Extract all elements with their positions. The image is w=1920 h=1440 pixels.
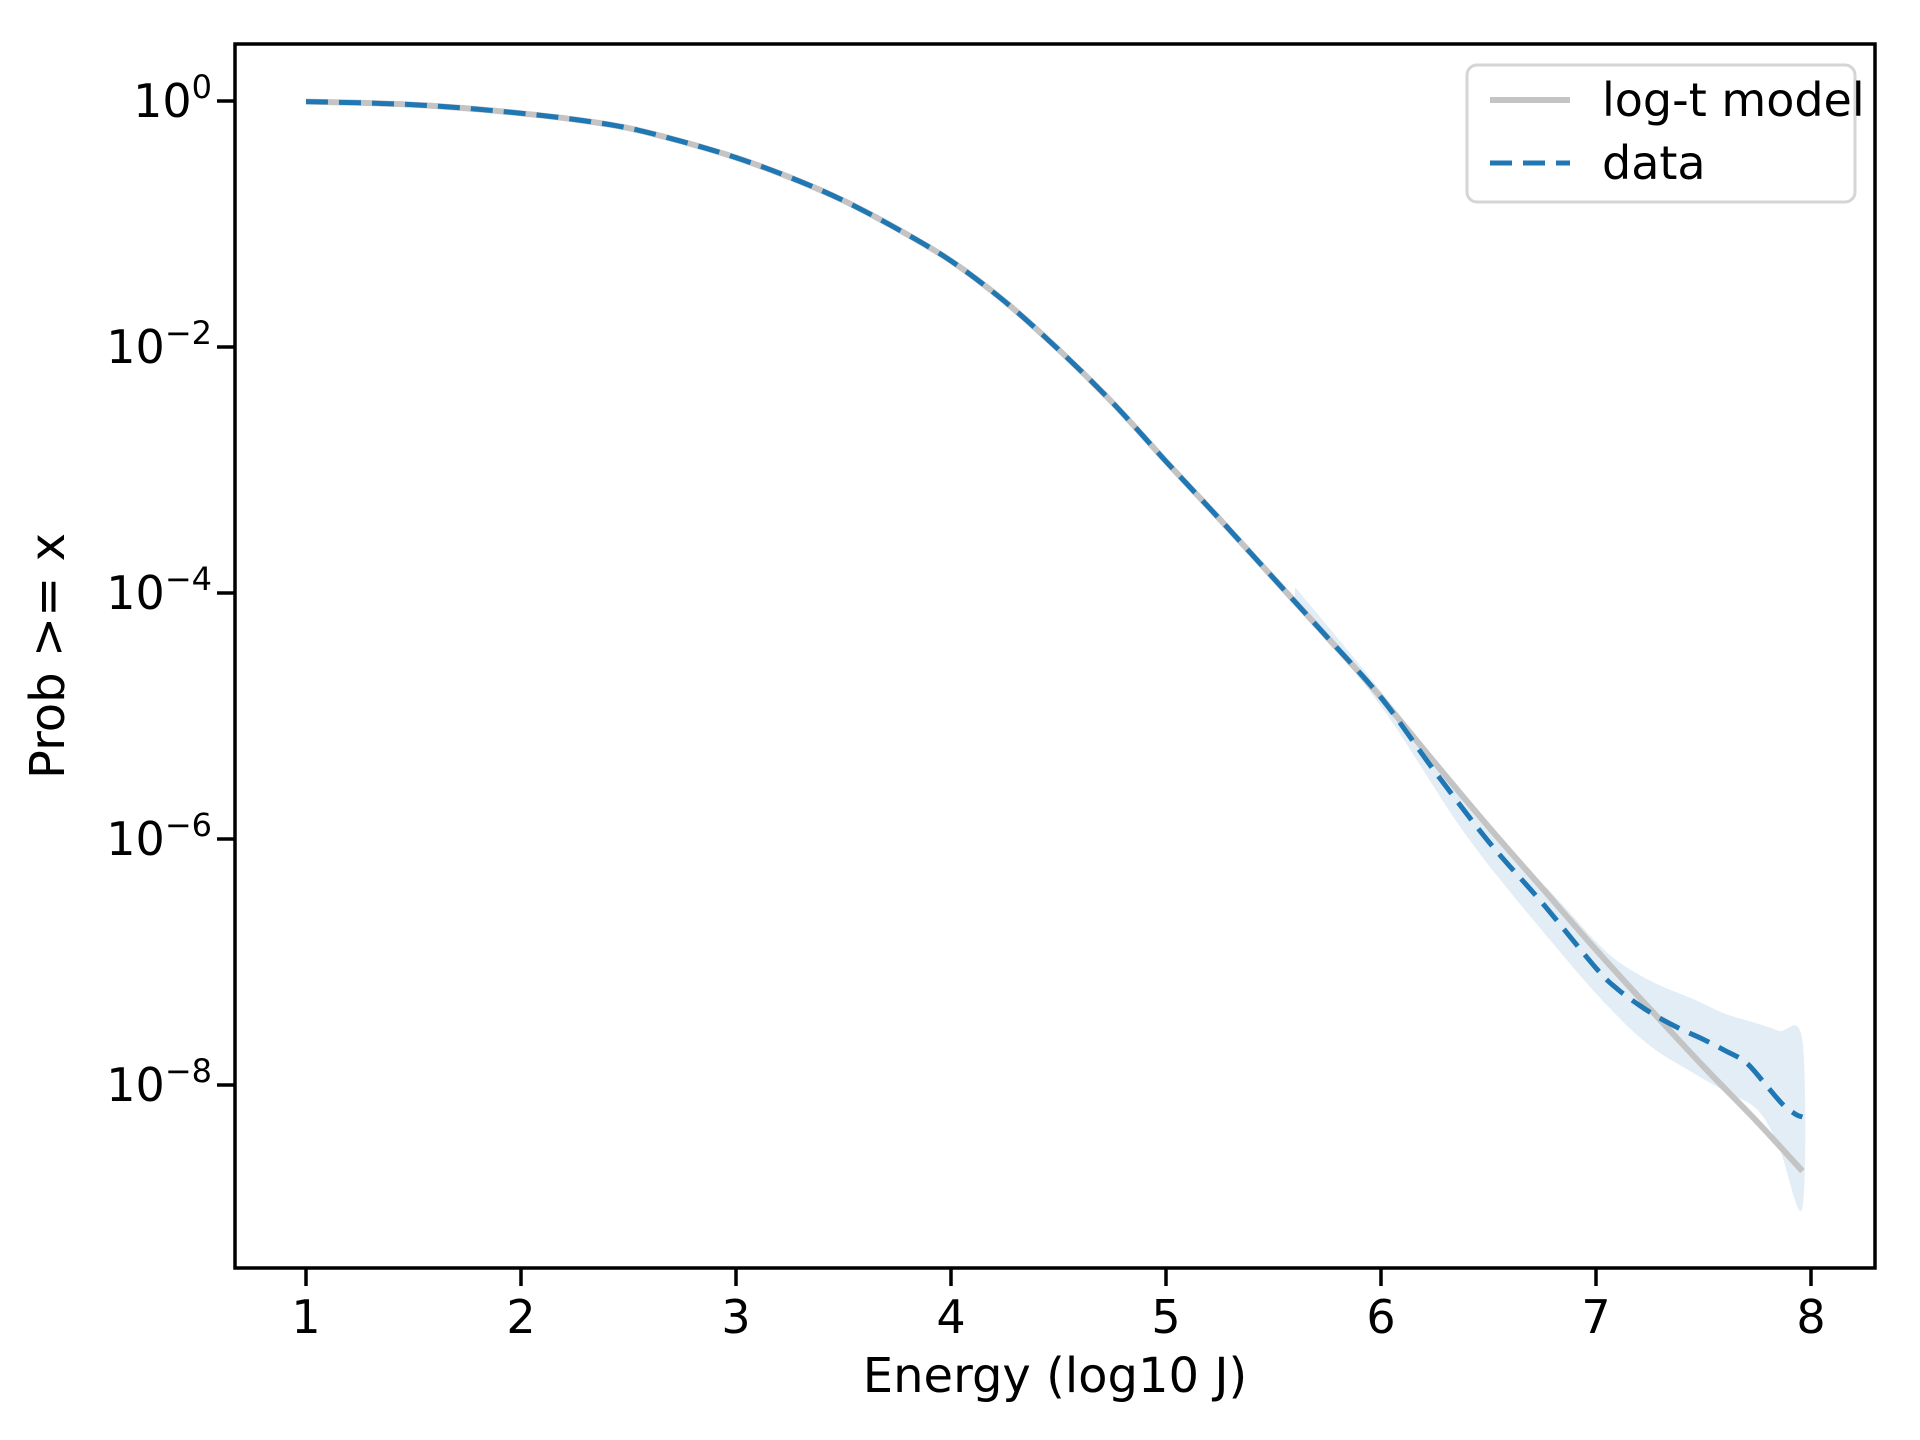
x-tick-label: 3 — [721, 1290, 750, 1344]
y-tick-label: 10−8 — [106, 1052, 212, 1112]
y-tick-label: 10−4 — [106, 560, 212, 620]
x-tick-label: 5 — [1151, 1290, 1180, 1344]
y-tick-label: 100 — [133, 68, 212, 128]
model-line — [305, 98, 1805, 1174]
axes-spines — [233, 42, 1877, 1270]
y-tick-label: 10−2 — [106, 314, 212, 374]
data-line — [305, 99, 1804, 1120]
x-tick-label: 1 — [291, 1290, 320, 1344]
x-tick-label: 8 — [1796, 1290, 1825, 1344]
legend-item-data-label: data — [1602, 136, 1706, 190]
x-axis-title: Energy (log10 J) — [863, 1348, 1247, 1404]
x-tick-label: 2 — [506, 1290, 535, 1344]
x-tick-label: 4 — [936, 1290, 965, 1344]
x-tick-label: 6 — [1366, 1290, 1395, 1344]
y-tick-label: 10−6 — [106, 806, 212, 866]
legend-item-model-label: log-t model — [1602, 73, 1865, 127]
x-tick-label: 7 — [1581, 1290, 1610, 1344]
y-axis-title: Prob >= x — [20, 533, 76, 779]
